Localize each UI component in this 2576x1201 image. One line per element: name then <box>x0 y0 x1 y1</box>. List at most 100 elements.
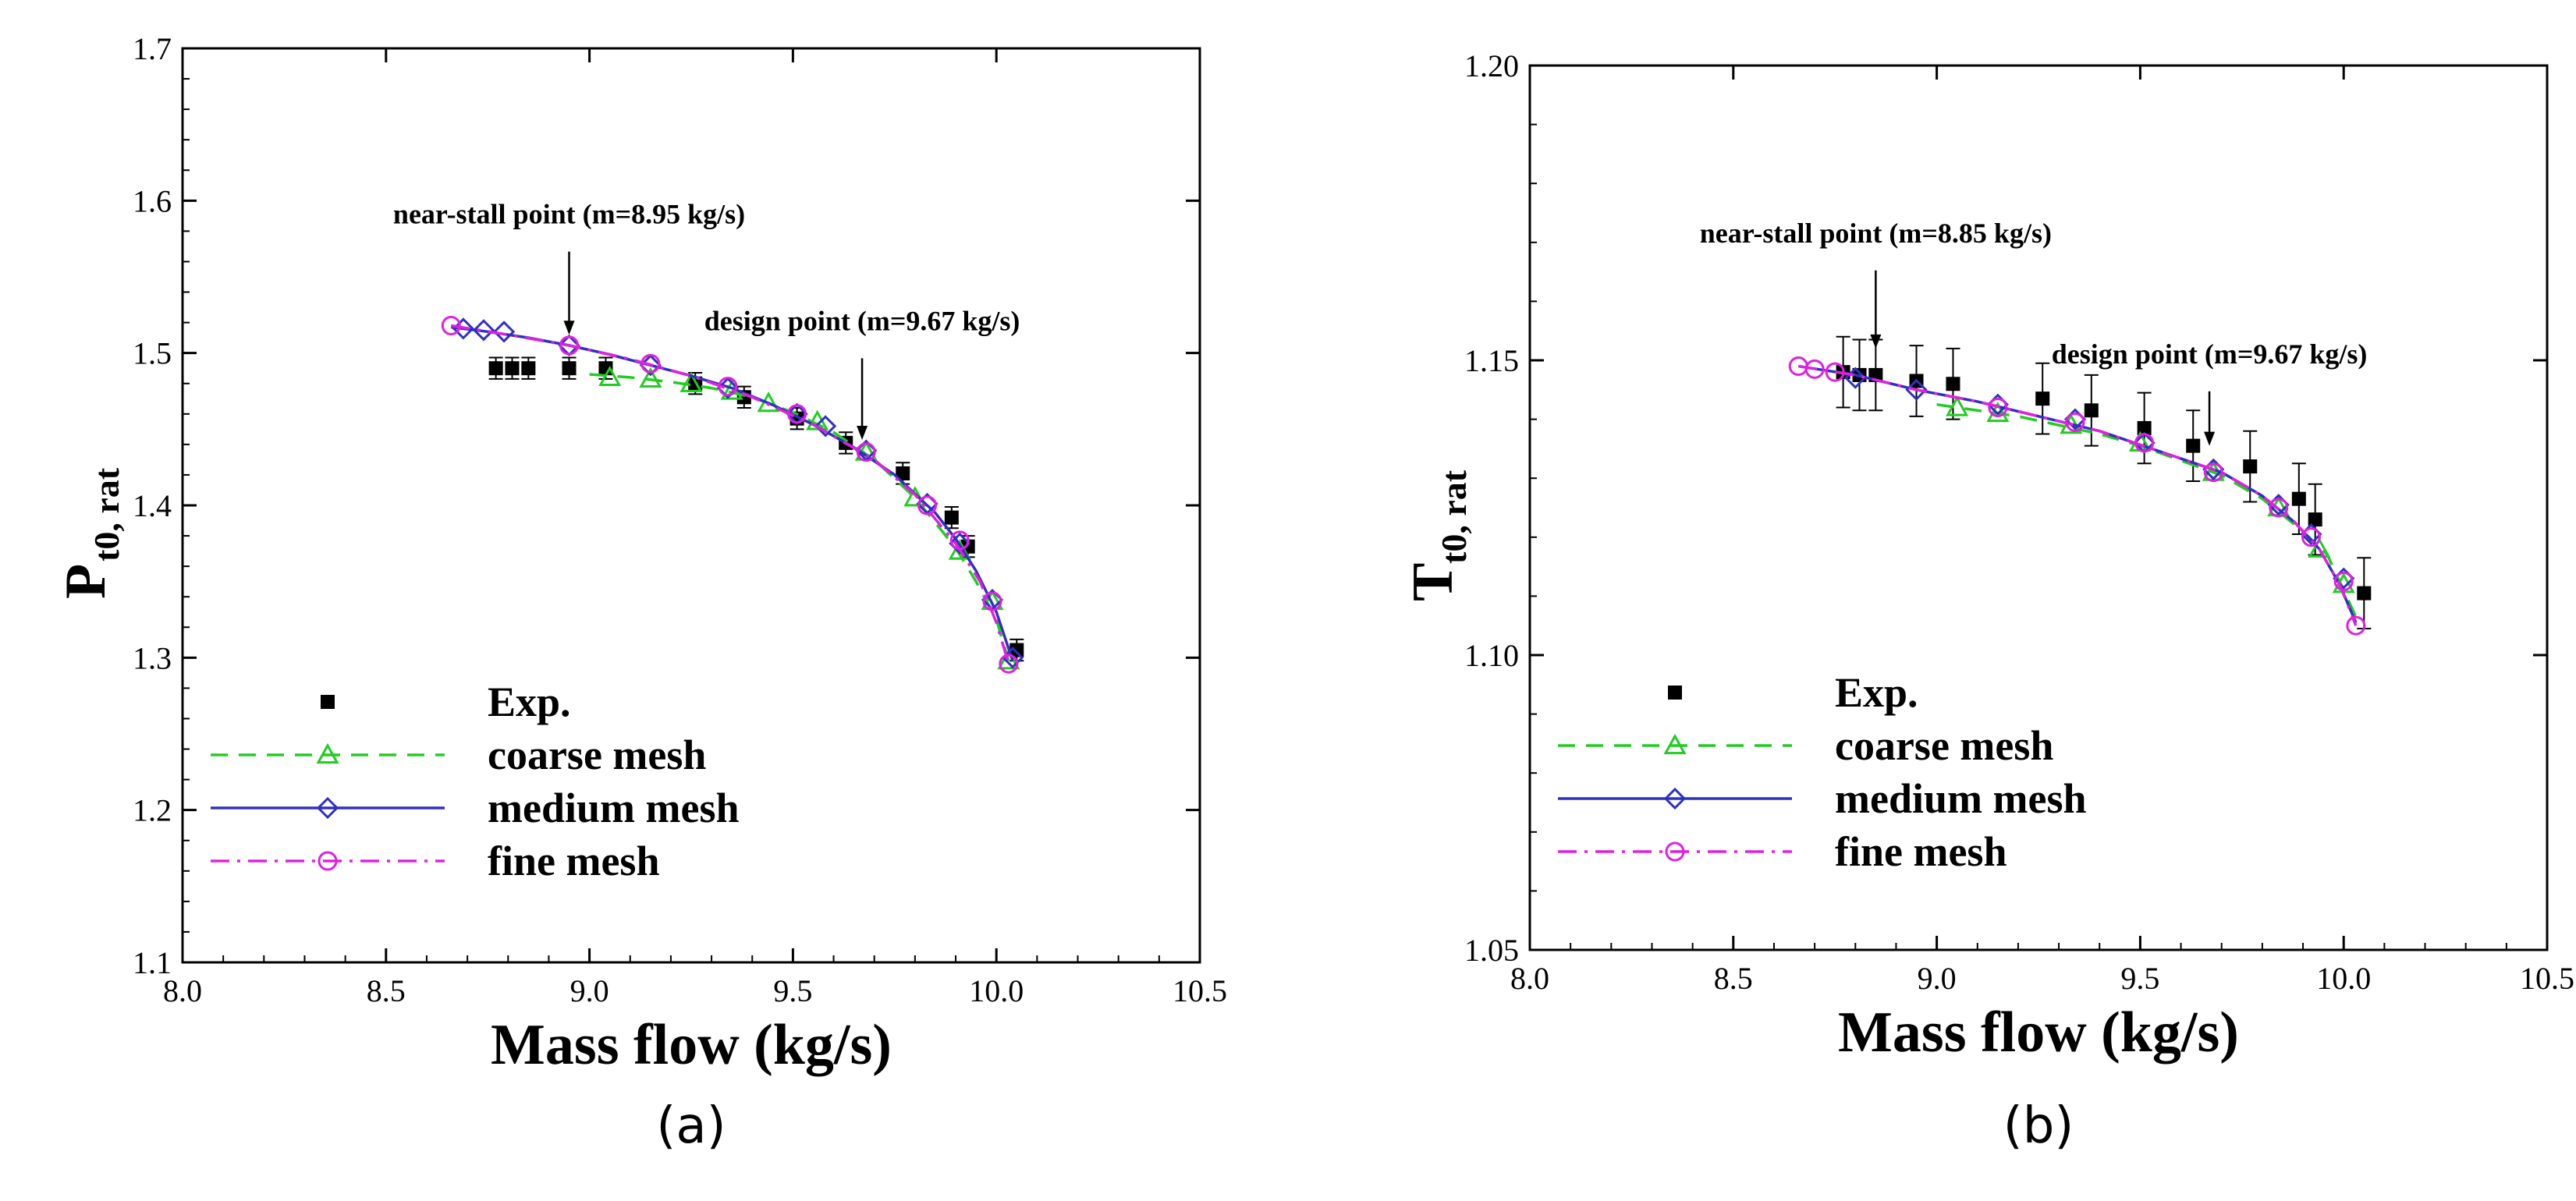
exp-point <box>2308 512 2322 527</box>
y-axis-label: P <box>54 564 118 599</box>
legend-marker <box>1663 787 1687 810</box>
annotation-arrowhead <box>2204 431 2216 446</box>
legend: Exp. coarse mesh medium mesh fine mesh <box>211 678 740 884</box>
y-axis-label-sub: t0, rat <box>87 467 126 562</box>
exp-point <box>521 361 536 376</box>
series-marker <box>639 367 662 388</box>
x-tick-label: 9.5 <box>773 973 812 1008</box>
exp-point <box>2186 438 2201 453</box>
series-marker <box>441 316 461 336</box>
series-marker <box>1825 362 1845 382</box>
x-tick-label: 9.0 <box>570 973 609 1008</box>
series-line <box>450 324 1010 664</box>
exp-point <box>2243 459 2258 474</box>
legend-marker <box>316 796 339 820</box>
legend-item: Exp. <box>321 678 571 725</box>
y-tick-label: 1.6 <box>133 183 172 218</box>
annotation: design point (m=9.67 kg/s) <box>704 305 1020 441</box>
y-tick-label: 1.2 <box>133 793 172 828</box>
annotation-arrowhead <box>563 321 575 335</box>
x-tick-label: 10.5 <box>2520 961 2574 996</box>
y-tick-label: 1.10 <box>1464 638 1519 673</box>
series-marker <box>718 377 738 397</box>
series-marker <box>787 404 807 424</box>
exp-point <box>488 361 503 376</box>
series-marker <box>679 371 703 392</box>
legend-label: fine mesh <box>1835 828 2007 875</box>
series-marker <box>1986 401 2010 423</box>
panel-label: (a) <box>656 1097 726 1155</box>
annotation: design point (m=9.67 kg/s) <box>2052 338 2368 446</box>
series-marker <box>2269 498 2289 518</box>
series-marker <box>2301 527 2321 547</box>
series-marker <box>559 335 580 356</box>
legend-label: coarse mesh <box>488 732 706 778</box>
legend-label: Exp. <box>488 678 571 725</box>
series-marker <box>999 654 1019 674</box>
y-axis-label-group: Tt0, rat <box>1401 469 1474 601</box>
series-line <box>589 373 1010 661</box>
exp-point <box>1946 377 1960 391</box>
series-fine-mesh <box>1788 356 2366 636</box>
series-marker <box>598 365 622 387</box>
legend-item: coarse mesh <box>1558 722 2053 769</box>
x-tick-label: 10.0 <box>2316 961 2371 996</box>
y-axis-label-group: Pt0, rat <box>54 467 126 599</box>
exp-point <box>505 361 520 376</box>
series-marker <box>2065 412 2085 432</box>
annotation-label: near-stall point (m=8.95 kg/s) <box>393 199 745 230</box>
series-marker <box>1804 359 1825 379</box>
y-tick-label: 1.7 <box>133 31 172 66</box>
y-tick-label: 1.3 <box>133 640 172 675</box>
x-tick-label: 8.5 <box>1714 961 1753 996</box>
y-tick-label: 1.20 <box>1464 48 1519 83</box>
exp-point <box>2291 491 2306 506</box>
annotation-label: design point (m=9.67 kg/s) <box>2052 338 2368 370</box>
series-marker <box>2346 615 2366 636</box>
y-tick-label: 1.1 <box>133 945 172 980</box>
y-tick-label: 1.05 <box>1464 933 1519 968</box>
series-marker <box>949 532 971 554</box>
legend-marker <box>321 695 335 709</box>
y-tick-label: 1.5 <box>133 336 172 371</box>
legend-item: medium mesh <box>1558 775 2087 822</box>
annotation-label: design point (m=9.67 kg/s) <box>704 305 1020 336</box>
x-axis-label: Mass flow (kg/s) <box>1838 1001 2239 1065</box>
series-marker <box>2134 433 2155 453</box>
legend: Exp. coarse mesh medium mesh fine mesh <box>1558 669 2087 875</box>
exp-point <box>944 510 959 525</box>
series-marker <box>2333 572 2354 591</box>
legend-label: coarse mesh <box>1835 722 2053 769</box>
annotation-arrowhead <box>1870 334 1882 349</box>
exp-point <box>598 361 613 376</box>
x-tick-label: 10.5 <box>1173 973 1227 1008</box>
y-tick-label: 1.4 <box>133 488 172 523</box>
y-axis-label: T <box>1401 563 1465 601</box>
series-marker <box>982 591 1002 611</box>
series-marker <box>856 442 876 462</box>
x-tick-label: 8.0 <box>1510 961 1549 996</box>
legend-item: Exp. <box>1668 669 1918 716</box>
series-exp- <box>1836 335 2372 629</box>
series-marker <box>917 495 938 515</box>
series-marker <box>2203 462 2223 483</box>
series-marker <box>716 377 740 399</box>
annotation-arrowhead <box>857 426 868 441</box>
legend-marker <box>1665 841 1685 862</box>
exp-point <box>896 466 910 480</box>
series-marker <box>2308 537 2331 558</box>
legend-item: fine mesh <box>1558 828 2007 875</box>
annotation-label: near-stall point (m=8.85 kg/s) <box>1700 218 2052 249</box>
legend-marker <box>318 851 338 871</box>
series-marker <box>1988 397 2008 417</box>
series-marker <box>492 321 516 343</box>
x-tick-label: 9.0 <box>1918 961 1957 996</box>
exp-point <box>2035 391 2050 406</box>
legend-label: medium mesh <box>488 785 740 831</box>
series-fine-mesh <box>441 316 1019 674</box>
series-line <box>1797 364 2358 626</box>
annotation: near-stall point (m=8.85 kg/s) <box>1700 218 2052 349</box>
annotation: near-stall point (m=8.95 kg/s) <box>393 199 745 335</box>
